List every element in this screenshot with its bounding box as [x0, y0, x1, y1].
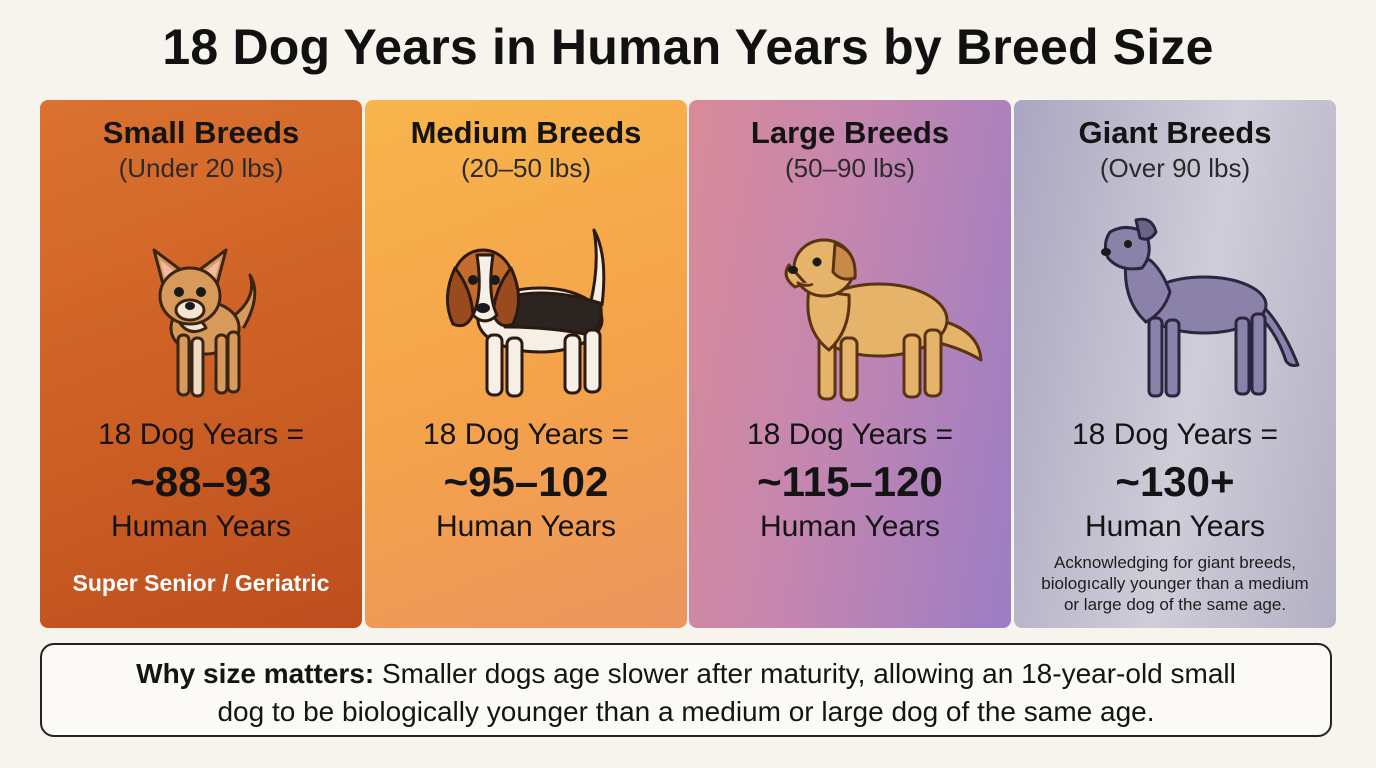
- card-medium-breeds: Medium Breeds (20–50 lbs) 18 Dog Years =…: [365, 100, 687, 628]
- why-text-1: Smaller dogs age slower after maturity, …: [374, 658, 1236, 689]
- card-giant-breeds: Giant Breeds (Over 90 lbs) 18 Dog Years …: [1014, 100, 1336, 628]
- unit-label: Human Years: [110, 510, 292, 543]
- unit-label: Human Years: [759, 510, 941, 543]
- card-weight-range: (50–90 lbs): [784, 153, 916, 183]
- human-years-value: ~130+: [1115, 458, 1235, 505]
- page-title: 18 Dog Years in Human Years by Breed Siz…: [162, 19, 1214, 75]
- card-title: Small Breeds: [102, 115, 300, 150]
- card-title: Medium Breeds: [410, 115, 642, 150]
- card-weight-range: (Over 90 lbs): [1099, 153, 1251, 183]
- unit-label: Human Years: [1084, 510, 1266, 543]
- golden-retriever-icon: [784, 238, 983, 402]
- human-years-value: ~88–93: [130, 458, 272, 505]
- human-years-value: ~115–120: [757, 458, 943, 505]
- note-line: or large dog of the same age.: [1063, 595, 1287, 614]
- beagle-icon: [446, 228, 606, 398]
- why-line-1: Why size matters: Smaller dogs age slowe…: [42, 655, 1330, 693]
- chihuahua-icon: [152, 248, 257, 398]
- giant-breed-note: Acknowledging for giant breeds, biologıc…: [1024, 552, 1326, 615]
- note-line: biologıcally younger than a medium: [1041, 574, 1309, 593]
- card-weight-range: (20–50 lbs): [460, 153, 592, 183]
- why-size-matters-box: Why size matters: Smaller dogs age slowe…: [40, 643, 1332, 737]
- equation-label: 18 Dog Years =: [97, 418, 304, 451]
- card-large-breeds: Large Breeds (50–90 lbs) 18 Dog Years = …: [689, 100, 1011, 628]
- why-line-2: dog to be biologically younger than a me…: [217, 696, 1155, 727]
- unit-label: Human Years: [435, 510, 617, 543]
- card-small-breeds: Small Breeds (Under 20 lbs) 18: [40, 100, 362, 628]
- equation-label: 18 Dog Years =: [746, 418, 953, 451]
- human-years-value: ~95–102: [443, 458, 609, 505]
- life-stage-tag: Super Senior / Geriatric: [72, 570, 330, 596]
- equation-label: 18 Dog Years =: [422, 418, 629, 451]
- card-title: Large Breeds: [750, 115, 950, 150]
- why-label: Why size matters:: [136, 658, 375, 689]
- note-line: Acknowledging for giant breeds,: [1054, 553, 1296, 572]
- equation-label: 18 Dog Years =: [1071, 418, 1278, 451]
- breed-cards: Small Breeds (Under 20 lbs) 18: [40, 100, 1336, 628]
- great-dane-icon: [1101, 217, 1300, 398]
- card-title: Giant Breeds: [1078, 115, 1272, 150]
- card-weight-range: (Under 20 lbs): [118, 153, 284, 183]
